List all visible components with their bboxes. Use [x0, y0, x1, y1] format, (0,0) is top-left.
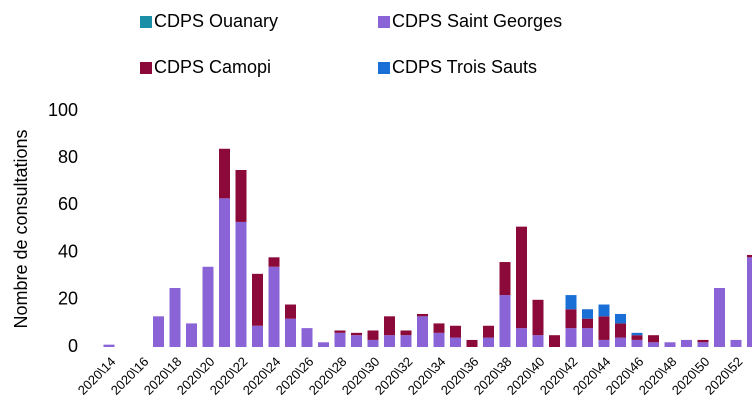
bar-segment — [301, 328, 313, 347]
bar-segment — [268, 266, 280, 347]
bar-segment — [549, 335, 560, 347]
bar-segment — [334, 332, 346, 347]
y-tick-label: 40 — [58, 241, 78, 261]
legend-swatch — [378, 62, 390, 74]
bar-segment — [565, 328, 577, 347]
bar-segment — [598, 316, 610, 340]
bar-segment — [367, 339, 379, 347]
bar-segment — [334, 330, 346, 333]
bar-segment — [367, 330, 379, 340]
bar-segment — [483, 337, 494, 347]
bar-segment — [400, 330, 412, 336]
bar-segment — [235, 170, 247, 222]
bar-segment — [747, 257, 752, 347]
bar-segment — [499, 262, 511, 296]
bar-segment — [631, 335, 643, 340]
legend-swatch — [140, 62, 152, 74]
bar-segment — [565, 295, 577, 310]
bar-segment — [351, 335, 362, 347]
bar-segment — [615, 313, 626, 324]
bar-segment — [615, 323, 626, 338]
bar-segment — [433, 323, 445, 333]
bar-segment — [252, 273, 263, 326]
bar-segment — [730, 339, 742, 347]
bar-segment — [285, 318, 296, 347]
y-tick-label: 0 — [68, 336, 78, 356]
bar-segment — [483, 325, 494, 338]
bar-segment — [747, 254, 752, 258]
bar-segment — [417, 313, 428, 317]
bar-segment — [565, 309, 577, 329]
bar-segment — [648, 342, 659, 347]
bar-segment — [417, 316, 428, 347]
bar-segment — [285, 304, 296, 319]
bar-segment — [433, 332, 445, 347]
bar-segment — [648, 335, 659, 343]
bar-segment — [235, 221, 247, 347]
bar-segment — [268, 257, 280, 267]
legend-label: CDPS Camopi — [154, 57, 271, 77]
y-tick-label: 100 — [48, 100, 78, 120]
bar-segment — [153, 316, 164, 347]
bar-segment — [681, 339, 692, 347]
y-tick-label: 20 — [58, 289, 78, 309]
y-tick-label: 80 — [58, 147, 78, 167]
bar-segment — [532, 299, 544, 336]
bar-segment — [400, 335, 412, 347]
y-axis-label: Nombre de consultations — [11, 129, 31, 328]
bar-segment — [186, 323, 197, 347]
bar-segment — [598, 339, 610, 347]
bar-segment — [499, 295, 511, 347]
bar-segment — [697, 339, 709, 343]
bar-segment — [466, 339, 478, 347]
bar-segment — [384, 316, 395, 336]
bar-segment — [516, 226, 527, 329]
bar-segment — [516, 328, 527, 347]
bar-segment — [714, 288, 725, 347]
legend-swatch — [378, 16, 390, 28]
bar-segment — [351, 332, 362, 336]
bar-segment — [219, 148, 230, 199]
bar-segment — [582, 328, 593, 347]
bar-segment — [582, 318, 593, 329]
bar-segment — [219, 198, 230, 347]
bar-segment — [202, 266, 214, 347]
bar-segment — [582, 309, 593, 319]
bar-segment — [631, 332, 643, 336]
bar-segment — [598, 304, 610, 317]
bar-segment — [631, 339, 643, 347]
bar-segment — [384, 335, 395, 347]
bar-segment — [615, 337, 626, 347]
bar-segment — [532, 335, 544, 347]
bar-segment — [318, 342, 329, 347]
legend-swatch — [140, 16, 152, 28]
legend-label: CDPS Saint Georges — [392, 11, 562, 31]
legend-label: CDPS Trois Sauts — [392, 57, 537, 77]
bar-segment — [664, 342, 676, 347]
bar-segment — [169, 288, 181, 347]
bar-segment — [697, 342, 709, 347]
bar-segment — [252, 325, 263, 347]
bar-segment — [103, 344, 115, 347]
y-tick-label: 60 — [58, 194, 78, 214]
bar-segment — [450, 337, 461, 347]
bar-segment — [450, 325, 461, 338]
legend-label: CDPS Ouanary — [154, 11, 278, 31]
